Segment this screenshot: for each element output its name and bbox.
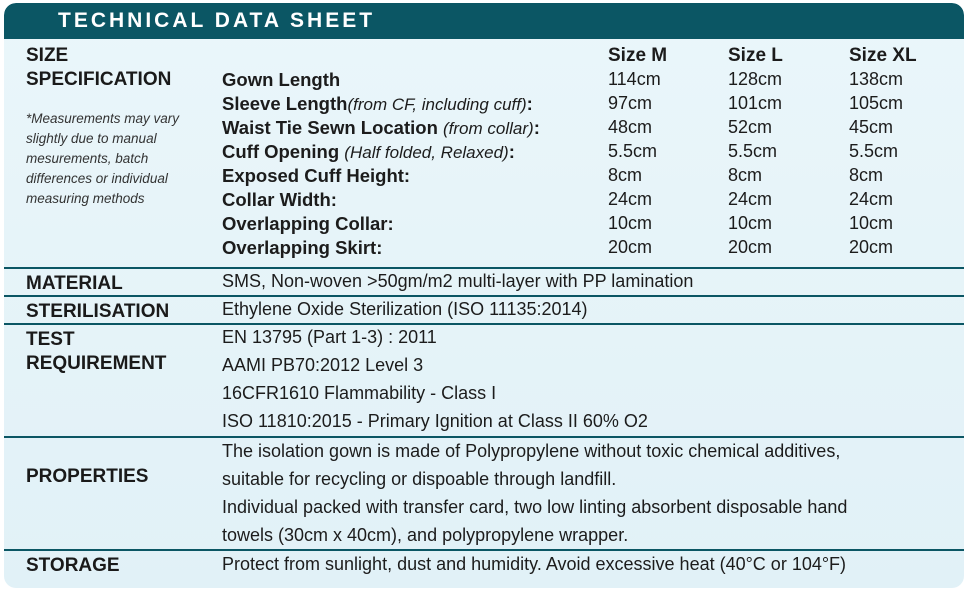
spec-row-label: Cuff Opening — [222, 141, 345, 162]
spec-value: 105cm — [849, 93, 904, 113]
spec-value: 20cm — [728, 237, 773, 257]
spec-value: 5.5cm — [728, 141, 778, 161]
size-spec-label-line2: SPECIFICATION — [26, 69, 172, 90]
spec-row-label: Exposed Cuff Height: — [222, 165, 411, 186]
size-m-header: Size M — [608, 45, 668, 66]
spec-value: 10cm — [728, 213, 773, 233]
material-text: SMS, Non-woven >50gm/m2 multi-layer with… — [222, 271, 694, 291]
test-label-line1: TEST — [26, 329, 75, 350]
size-xl-header: Size XL — [849, 45, 917, 66]
test-line: 16CFR1610 Flammability - Class I — [222, 383, 497, 403]
spec-row-name: Collar Width: — [222, 189, 337, 211]
sterilisation-label: STERILISATION — [26, 301, 170, 322]
spec-row-qualifier: (from collar) — [443, 119, 534, 138]
material-label: MATERIAL — [26, 273, 123, 294]
spec-row-label: Waist Tie Sewn Location — [222, 117, 444, 138]
spec-value: 114cm — [608, 69, 661, 89]
spec-row-label: Overlapping Collar: — [222, 213, 394, 234]
spec-row-qualifier: (from CF, including cuff) — [347, 95, 527, 114]
divider — [4, 295, 964, 297]
spec-row-name: Overlapping Collar: — [222, 213, 394, 235]
spec-value: 24cm — [849, 189, 894, 209]
size-l-header: Size L — [728, 45, 783, 66]
spec-row-suffix: : — [508, 141, 515, 162]
spec-row-name: Gown Length — [222, 69, 340, 91]
properties-line: The isolation gown is made of Polypropyl… — [222, 441, 841, 461]
spec-row-label: Gown Length — [222, 69, 341, 90]
spec-value: 5.5cm — [608, 141, 658, 161]
sterilisation-text: Ethylene Oxide Sterilization (ISO 11135:… — [222, 299, 588, 319]
spec-row-suffix: : — [526, 93, 533, 114]
spec-value: 20cm — [849, 237, 894, 257]
spec-value: 24cm — [608, 189, 653, 209]
spec-value: 138cm — [849, 69, 904, 89]
spec-row-label: Sleeve Length — [222, 93, 348, 114]
spec-value: 8cm — [608, 165, 643, 185]
spec-value: 8cm — [849, 165, 884, 185]
spec-value: 5.5cm — [849, 141, 899, 161]
spec-row-suffix: : — [533, 117, 540, 138]
technical-data-sheet: TECHNICAL DATA SHEET SIZE SPECIFICATION … — [4, 3, 964, 588]
spec-value: 97cm — [608, 93, 653, 113]
spec-row-name: Waist Tie Sewn Location (from collar): — [222, 117, 540, 139]
spec-row-label: Overlapping Skirt: — [222, 237, 383, 258]
spec-value: 24cm — [728, 189, 773, 209]
test-line: ISO 11810:2015 - Primary Ignition at Cla… — [222, 411, 648, 431]
spec-value: 8cm — [728, 165, 763, 185]
divider — [4, 436, 964, 438]
spec-value: 45cm — [849, 117, 894, 137]
properties-line: Individual packed with transfer card, tw… — [222, 497, 848, 517]
size-spec-label-line1: SIZE — [26, 45, 69, 66]
test-line: AAMI PB70:2012 Level 3 — [222, 355, 424, 375]
test-line: EN 13795 (Part 1-3) : 2011 — [222, 327, 437, 347]
divider — [4, 549, 964, 551]
spec-value: 101cm — [728, 93, 783, 113]
spec-value: 10cm — [849, 213, 894, 233]
spec-row-name: Exposed Cuff Height: — [222, 165, 410, 187]
spec-row-qualifier: (Half folded, Relaxed) — [344, 143, 509, 162]
properties-line: suitable for recycling or dispoable thro… — [222, 469, 617, 489]
properties-label: PROPERTIES — [26, 466, 149, 487]
sheet-title: TECHNICAL DATA SHEET — [58, 9, 376, 32]
spec-row-name: Sleeve Length(from CF, including cuff): — [222, 93, 533, 115]
sheet-header: TECHNICAL DATA SHEET — [4, 3, 964, 39]
properties-line: towels (30cm x 40cm), and polypropylene … — [222, 525, 629, 545]
storage-label: STORAGE — [26, 555, 120, 576]
divider — [4, 267, 964, 269]
storage-text: Protect from sunlight, dust and humidity… — [222, 554, 847, 574]
spec-value: 10cm — [608, 213, 653, 233]
spec-row-name: Cuff Opening (Half folded, Relaxed): — [222, 141, 515, 163]
spec-value: 128cm — [728, 69, 783, 89]
spec-value: 20cm — [608, 237, 653, 257]
spec-row-label: Collar Width: — [222, 189, 337, 210]
spec-value: 48cm — [608, 117, 653, 137]
test-label-line2: REQUIREMENT — [26, 353, 167, 374]
measurement-note: *Measurements may vary slightly due to m… — [26, 111, 180, 206]
spec-value: 52cm — [728, 117, 773, 137]
divider — [4, 323, 964, 325]
spec-row-name: Overlapping Skirt: — [222, 237, 382, 259]
